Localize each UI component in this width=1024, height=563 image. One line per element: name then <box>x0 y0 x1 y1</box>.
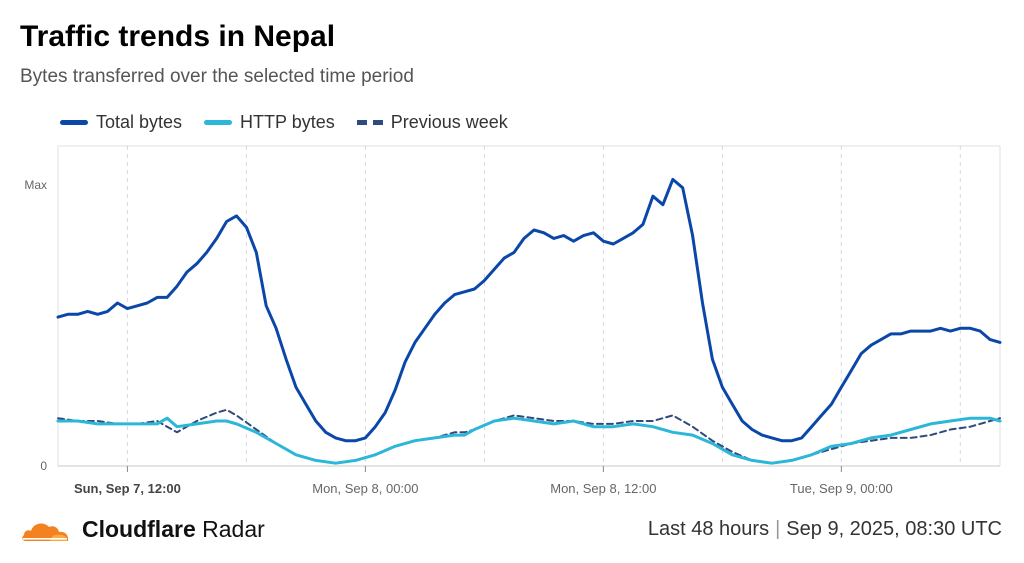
legend-label-total-bytes: Total bytes <box>96 112 183 132</box>
page-title: Traffic trends in Nepal <box>20 20 336 53</box>
cloudflare-logo-icon <box>22 523 69 541</box>
footer-timestamp: Sep 9, 2025, 08:30 UTC <box>786 518 1002 540</box>
legend-label-http-bytes: HTTP bytes <box>240 112 335 132</box>
y-tick-label-max: Max <box>24 178 47 192</box>
legend-swatch-total-bytes <box>60 120 88 125</box>
page-subtitle: Bytes transferred over the selected time… <box>20 66 414 87</box>
traffic-chart: Max 0 Sun, Sep 7, 12:00 Mon, Sep 8, 00:00 Mo… <box>24 145 1002 496</box>
legend-swatch-previous-week <box>356 120 383 125</box>
footer-meta: Last 48 hours | Sep 9, 2025, 08:30 UTC <box>648 518 1002 541</box>
legend-item-previous-week[interactable]: Previous week <box>356 112 508 133</box>
brand-name: Cloudflare Radar <box>82 516 265 543</box>
series-line-http-bytes <box>56 416 1002 465</box>
brand-logo: Cloudflare Radar <box>20 516 265 543</box>
y-tick-label-zero: 0 <box>40 459 47 473</box>
axis-layer: Max 0 Sun, Sep 7, 12:00 Mon, Sep 8, 00:00 Mo… <box>24 178 1000 496</box>
brand-bold: Cloudflare <box>82 516 196 542</box>
series-layer <box>56 177 1002 465</box>
x-tick-label-2: Mon, Sep 8, 12:00 <box>550 481 656 496</box>
legend-item-total-bytes[interactable]: Total bytes <box>60 112 182 133</box>
legend-swatch-http-bytes <box>204 120 233 125</box>
x-tick-label-0: Sun, Sep 7, 12:00 <box>74 481 181 496</box>
x-tick-label-1: Mon, Sep 8, 00:00 <box>312 481 418 496</box>
brand-rest: Radar <box>202 516 265 542</box>
x-tick-label-3: Tue, Sep 9, 00:00 <box>790 481 893 496</box>
legend-item-http-bytes[interactable]: HTTP bytes <box>204 112 335 133</box>
legend: Total bytes HTTP bytes Previous week <box>60 112 530 133</box>
series-line-total-bytes <box>56 177 1002 443</box>
legend-label-previous-week: Previous week <box>390 112 508 132</box>
footer-period: Last 48 hours <box>647 518 770 540</box>
series-line-previous-week <box>57 408 1001 465</box>
footer-separator: | <box>775 518 781 540</box>
